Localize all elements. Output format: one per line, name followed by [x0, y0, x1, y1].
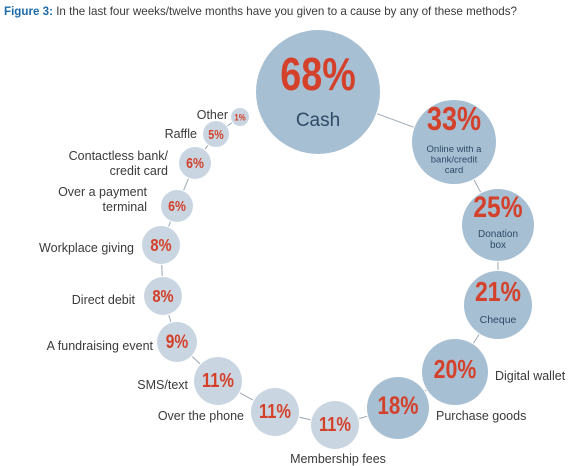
bubble-circle-direct-debit — [144, 277, 182, 315]
value-label-direct-debit: 8% — [152, 287, 174, 307]
bubble-over-a-payment-terminal: 6% Over a payment terminal — [58, 185, 193, 222]
connector-line — [239, 392, 254, 401]
value-label-over-a-payment-terminal: 6% — [168, 198, 186, 214]
value-label-membership-fees: 11% — [319, 412, 351, 435]
category-label-a-fundraising-event: A fundraising event — [47, 339, 154, 353]
bubble-circle-online-with-a-bank-credit-card — [412, 100, 496, 184]
connector-line — [376, 113, 414, 128]
value-label-workplace-giving: 8% — [150, 236, 172, 256]
bubble-circle-cheque — [464, 271, 532, 339]
connector-line — [473, 179, 482, 193]
category-label-purchase-goods: Purchase goods — [436, 409, 526, 423]
category-label-sms-text: SMS/text — [137, 378, 188, 392]
bubble-membership-fees: 11% Membership fees — [290, 401, 386, 466]
connector-line — [183, 178, 189, 191]
bubble-circle-workplace-giving — [142, 226, 180, 264]
connector-line — [358, 415, 368, 419]
bubble-sms-text: 11% SMS/text — [137, 357, 242, 405]
bubble-over-the-phone: 11% Over the phone — [158, 388, 299, 436]
connector-line — [299, 416, 311, 421]
category-label-over-the-phone: Over the phone — [158, 409, 244, 423]
figure-title-text: In the last four weeks/twelve months hav… — [56, 5, 517, 18]
category-label-membership-fees: Membership fees — [290, 452, 386, 466]
bubble-circle-a-fundraising-event — [157, 322, 197, 362]
connector-line — [472, 334, 480, 344]
bubble-online-with-a-bank-credit-card: 33% Online with a bank/credit card — [412, 100, 496, 184]
category-label-digital-wallet: Digital wallet — [495, 369, 566, 383]
connector-line — [204, 145, 209, 150]
connector-line — [168, 221, 171, 227]
value-label-sms-text: 11% — [202, 368, 234, 391]
category-label-raffle: Raffle — [165, 127, 197, 141]
bubble-circle-digital-wallet — [422, 339, 488, 405]
bubble-circle-over-a-payment-terminal — [161, 190, 193, 222]
connector-line — [424, 389, 427, 392]
bubble-digital-wallet: 20% Digital wallet — [422, 339, 566, 405]
bubble-circle-raffle — [203, 121, 229, 147]
value-label-a-fundraising-event: 9% — [166, 331, 189, 353]
bubble-circle-contactless-bank-credit-card — [179, 147, 211, 179]
bubble-contactless-bank-credit-card: 6% Contactless bank/credit card — [69, 147, 211, 179]
connector-lines — [161, 113, 499, 421]
value-label-other: 1% — [234, 112, 245, 123]
bubble-circle-other — [231, 108, 249, 126]
category-label-direct-debit: Direct debit — [72, 293, 136, 307]
bubble-raffle: 5% Raffle — [165, 121, 229, 147]
chart-title: Figure 3: In the last four weeks/twelve … — [4, 5, 584, 18]
category-label-other: Other — [197, 108, 228, 122]
bubble-a-fundraising-event: 9% A fundraising event — [47, 322, 197, 362]
bubble-purchase-goods: 18% Purchase goods — [367, 377, 526, 439]
bubble-workplace-giving: 8% Workplace giving — [39, 226, 180, 264]
connector-line — [168, 314, 172, 323]
value-label-digital-wallet: 20% — [434, 355, 477, 385]
figure-label: Figure 3: — [4, 5, 53, 18]
bubble-direct-debit: 8% Direct debit — [72, 277, 182, 315]
bubble-other: 1% Other — [197, 108, 249, 126]
bubble-circle-membership-fees — [311, 401, 359, 449]
bubble-donation-box: 25% Donation box — [462, 189, 534, 261]
connector-line — [227, 122, 233, 127]
connector-line — [191, 356, 201, 365]
bubble-circle-over-the-phone — [251, 388, 299, 436]
value-label-donation-box: 25% — [473, 190, 522, 224]
category-label-contactless-bank-credit-card: Contactless bank/credit card — [69, 149, 169, 178]
value-label-contactless-bank-credit-card: 6% — [186, 155, 204, 171]
category-label-workplace-giving: Workplace giving — [39, 241, 134, 255]
value-label-over-the-phone: 11% — [259, 399, 291, 422]
value-label-online-with-a-bank-credit-card: 33% — [427, 102, 481, 138]
bubble-circle-donation-box — [462, 189, 534, 261]
value-label-cheque: 21% — [475, 277, 521, 308]
bubble-circle-sms-text — [194, 357, 242, 405]
value-label-cash: 68% — [280, 48, 355, 99]
category-label-over-a-payment-terminal: Over a payment terminal — [58, 185, 147, 214]
bubble-cheque: 21% Cheque — [464, 271, 532, 339]
category-label-cash: Cash — [296, 110, 340, 131]
bubble-cash: 68% Cash — [256, 30, 380, 154]
bubble-circle-purchase-goods — [367, 377, 429, 439]
value-label-raffle: 5% — [208, 127, 224, 142]
category-label-donation-box: Donation box — [478, 229, 518, 251]
category-label-cheque: Cheque — [480, 314, 517, 326]
bubble-circle-cash — [256, 30, 380, 154]
value-label-purchase-goods: 18% — [377, 391, 418, 419]
category-label-online-with-a-bank-credit-card: Online with a bank/credit card — [427, 144, 483, 176]
